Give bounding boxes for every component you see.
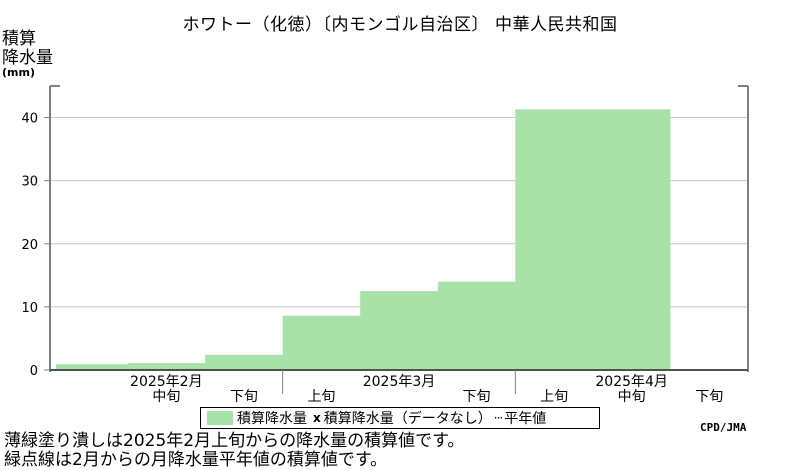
month-label: 2025年4月	[595, 374, 668, 390]
dekad-label: 中旬	[152, 389, 180, 405]
y-tick-label: 0	[30, 364, 38, 379]
plot-frame	[44, 85, 749, 394]
y-axis-label-line2: 降水量	[2, 48, 53, 68]
dekad-label: 上旬	[307, 389, 335, 405]
legend-line-normal: ···	[493, 411, 504, 425]
y-tick-label: 40	[21, 112, 38, 127]
dekad-label: 上旬	[540, 389, 568, 405]
legend-item-normal: 平年値	[504, 411, 547, 427]
legend-swatch-fill	[207, 411, 233, 425]
dekad-label: 下旬	[463, 389, 491, 405]
data-series	[56, 109, 671, 371]
chart-area: 010203040 2025年2月 2025年3月 2025年4月中旬 下旬 上旬 下旬上…	[21, 85, 749, 405]
accumulated-precip-area	[56, 109, 671, 371]
month-label: 2025年2月	[130, 374, 203, 390]
y-tick-labels: 0 10 20 30 40	[21, 112, 38, 379]
legend-item-no-data: 積算降水量（データなし）	[323, 411, 492, 427]
note-dotted-line: 緑点線は2月からの月降水量平年値の積算値です。	[4, 450, 388, 470]
legend-marker-no-data: x	[313, 411, 321, 425]
y-tick-label: 10	[21, 301, 38, 316]
y-axis-unit: (mm)	[2, 66, 35, 79]
y-tick-label: 30	[21, 175, 38, 190]
dekad-label: 中旬	[618, 389, 646, 405]
legend: 積算降水量 x 積算降水量（データなし） ··· 平年値	[200, 407, 600, 429]
y-axis-label: 積算 降水量	[2, 30, 53, 68]
month-label: 2025年3月	[363, 374, 436, 390]
y-axis-label-line1: 積算	[2, 29, 36, 49]
source-credit: CPD/JMA	[700, 421, 747, 434]
dekad-label: 下旬	[230, 389, 258, 405]
chart-title: ホワトー（化徳）〔内モンゴル自治区〕 中華人民共和国	[182, 15, 618, 35]
dekad-label: 下旬	[695, 389, 723, 405]
note-fill: 薄緑塗り潰しは2025年2月上旬からの降水量の積算値です。	[4, 431, 465, 451]
legend-item-accumulated: 積算降水量	[237, 411, 307, 427]
y-tick-label: 20	[21, 238, 38, 253]
